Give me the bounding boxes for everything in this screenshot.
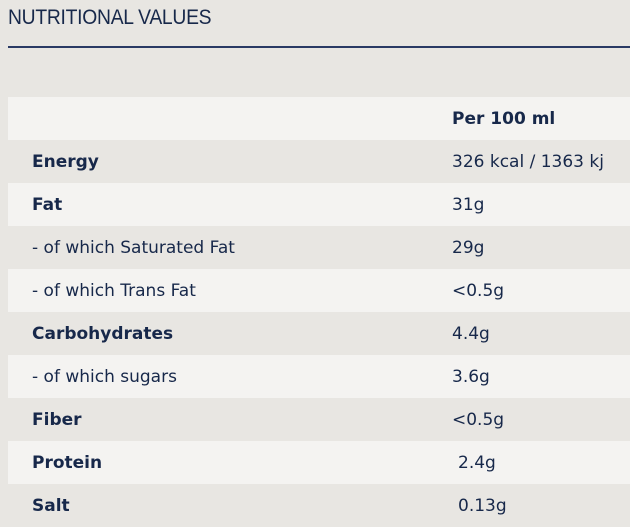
table-row: Protein 2.4g — [8, 441, 630, 484]
row-label: Carbohydrates — [32, 323, 174, 344]
row-value: 326 kcal / 1363 kj — [452, 151, 604, 172]
table-row: Fiber <0.5g — [8, 398, 630, 441]
row-value: <0.5g — [452, 409, 505, 430]
row-label: Fat — [32, 194, 63, 215]
column-header: Per 100 ml — [452, 108, 556, 129]
row-value: 3.6g — [452, 366, 490, 387]
nutrition-table: Per 100 ml Energy 326 kcal / 1363 kj Fat 3… — [8, 97, 630, 527]
row-label: Protein — [32, 452, 103, 473]
row-label: - of which Saturated Fat — [32, 237, 235, 258]
row-value: 4.4g — [452, 323, 490, 344]
row-value: 2.4g — [458, 452, 496, 473]
row-label: - of which Trans Fat — [32, 280, 196, 301]
title-rule — [8, 46, 630, 48]
table-row: Carbohydrates 4.4g — [8, 312, 630, 355]
row-value: 29g — [452, 237, 485, 258]
row-value: 0.13g — [458, 495, 507, 516]
table-row: - of which Saturated Fat 29g — [8, 226, 630, 269]
row-value: 31g — [452, 194, 485, 215]
table-row: Energy 326 kcal / 1363 kj — [8, 140, 630, 183]
row-label: Salt — [32, 495, 70, 516]
table-row: Salt 0.13g — [8, 484, 630, 527]
table-row: Fat 31g — [8, 183, 630, 226]
header-row: Per 100 ml — [8, 97, 630, 140]
row-label: - of which sugars — [32, 366, 177, 387]
row-value: <0.5g — [452, 280, 505, 301]
table-row: - of which sugars 3.6g — [8, 355, 630, 398]
row-label: Energy — [32, 151, 99, 172]
table-row: - of which Trans Fat <0.5g — [8, 269, 630, 312]
section-title: NUTRITIONAL VALUES — [8, 6, 212, 29]
row-label: Fiber — [32, 409, 82, 430]
